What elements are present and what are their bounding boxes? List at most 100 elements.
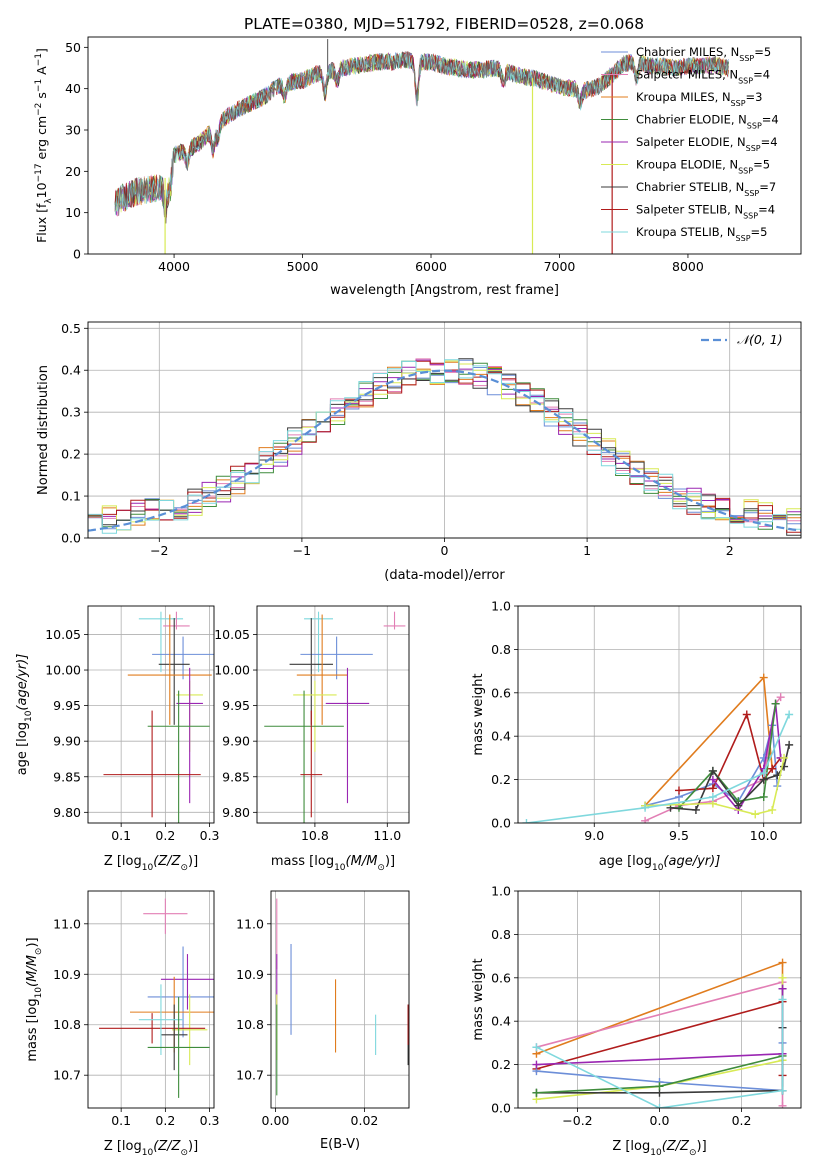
errorbar-point — [296, 614, 348, 725]
weight-marker — [778, 1101, 787, 1108]
y-axis-label: mass weight — [471, 673, 486, 755]
errorbar-point — [383, 611, 406, 630]
legend-label-suffix: =4 — [758, 203, 775, 217]
x-tick-label: 4000 — [158, 259, 190, 274]
x-axis-label: age [log10(age/yr)] — [599, 854, 721, 873]
x-axis-label-part: )] — [697, 1139, 707, 1154]
weight-line — [536, 999, 784, 1108]
legend-label: 𝒩(0, 1) — [737, 332, 783, 347]
legend-label-sub: SSP — [738, 166, 753, 175]
ylabel-part: −17 — [34, 163, 44, 182]
y-tick-label: 20 — [65, 164, 81, 179]
axes-frame — [517, 890, 802, 1109]
weight-marker — [691, 805, 700, 814]
y-tick-label: 10.8 — [53, 1017, 81, 1032]
plot-area-residual-histogram — [88, 358, 801, 538]
errorbar-point — [304, 611, 333, 673]
legend-label-sub: SSP — [739, 54, 754, 63]
x-tick-label: 10.0 — [750, 828, 778, 843]
weight-marker — [522, 819, 531, 823]
legend-label-suffix: =3 — [746, 90, 763, 104]
x-axis-label-part: (M/M — [346, 854, 378, 869]
axes-frame — [87, 321, 802, 539]
panel-weight-vs-age: 9.0 9.5 10.0 0.0 0.2 0.4 0.6 0.8 1.0 age [log10(a… — [471, 599, 802, 873]
x-axis-label: E(B-V) — [320, 1137, 360, 1152]
legend-label-text: Salpeter STELIB, N — [636, 203, 743, 217]
weight-marker — [778, 995, 787, 1004]
legend-label: Kroupa STELIB, NSSP=5 — [636, 225, 767, 243]
x-tick-label: 0.2 — [732, 1113, 752, 1128]
weight-marker — [641, 816, 650, 823]
x-tick-label: 0.1 — [111, 1113, 131, 1128]
y-tick-label: 0 — [73, 247, 81, 262]
legend-entry: Salpeter ELODIE, NSSP=4 — [601, 135, 778, 153]
y-tick-label: 0.0 — [491, 816, 511, 831]
legend-label-suffix: =4 — [753, 68, 770, 82]
plot-area-mass-vs-Z — [99, 898, 214, 1098]
legend-label: Salpeter ELODIE, NSSP=4 — [636, 135, 778, 153]
panel-residual-histogram: −2 −1 0 1 2 0.0 0.1 0.2 0.3 0.4 0.5 𝒩(0, 1) (data-mo… — [36, 321, 802, 583]
x-axis-label: Z [log10(Z/Z⊙)] — [612, 1139, 706, 1158]
plot-area-mass-vs-ebv — [276, 898, 409, 1096]
x-tick-label: 9.5 — [669, 828, 689, 843]
x-tick-label: −1 — [293, 543, 311, 558]
y-axis-label: Normed distribution — [36, 365, 51, 495]
y-tick-label: 0.2 — [491, 772, 511, 787]
plot-area-weight-vs-Z — [532, 958, 787, 1108]
axes-frame — [87, 890, 215, 1109]
y-tick-label: 10.7 — [53, 1068, 81, 1083]
x-tick-label: 0.02 — [351, 1113, 379, 1128]
y-tick-label: 10.8 — [236, 1017, 264, 1032]
y-tick-label: 10.05 — [214, 627, 250, 642]
y-axis-label-part: )] — [25, 937, 40, 947]
errorbar-point — [163, 611, 190, 630]
legend-label-sub: SSP — [746, 144, 761, 153]
legend-label-sub: SSP — [738, 76, 753, 85]
errorbar-point — [103, 710, 201, 818]
ylabel-part: −1 — [34, 53, 44, 66]
weight-line — [644, 725, 779, 807]
y-tick-label: 9.80 — [222, 805, 250, 820]
weight-marker — [655, 1082, 664, 1091]
errorbar-point — [160, 1004, 188, 1071]
legend-entry: Chabrier ELODIE, NSSP=4 — [601, 113, 779, 130]
legend-label-sub: SSP — [743, 211, 758, 220]
legend-label-suffix: =4 — [761, 135, 778, 149]
errorbar-point — [143, 898, 188, 934]
errorbar-point — [147, 690, 210, 823]
legend-label: Kroupa MILES, NSSP=3 — [636, 90, 762, 108]
errorbar-point — [176, 667, 203, 804]
x-axis-label-part: age [log — [599, 854, 652, 869]
y-tick-label: 0.5 — [61, 321, 81, 336]
legend-label-suffix: =7 — [759, 180, 776, 194]
x-tick-label: 7000 — [544, 259, 576, 274]
x-axis-label: wavelength [Angstrom, rest frame] — [330, 283, 559, 298]
legend-label-suffix: =5 — [754, 45, 771, 59]
panel-age-vs-mass: 10.8 11.0 9.80 9.85 9.90 9.95 10.00 10.05 mass [… — [214, 605, 410, 873]
x-axis-label-part: 10 — [142, 1148, 154, 1158]
x-tick-label: 1 — [583, 543, 591, 558]
errorbar-point — [160, 954, 214, 1010]
errorbar-point — [138, 984, 184, 1056]
legend-label-sub: SSP — [744, 189, 759, 198]
x-axis-label-part: (Z/Z — [153, 1139, 181, 1154]
figure-title: PLATE=0380, MJD=51792, FIBERID=0528, z=0… — [244, 15, 644, 33]
y-tick-label: 11.0 — [236, 916, 264, 931]
y-tick-label: 0.4 — [491, 1014, 511, 1029]
weight-marker — [778, 958, 787, 967]
weight-marker — [532, 1060, 541, 1069]
weight-series — [532, 995, 787, 1108]
y-tick-label: 0.1 — [61, 489, 81, 504]
legend-label: Salpeter MILES, NSSP=4 — [636, 68, 770, 86]
legend-label: Chabrier MILES, NSSP=5 — [636, 45, 771, 63]
ylabel-part: A — [34, 66, 49, 79]
y-tick-label: 0.2 — [491, 1057, 511, 1072]
panel-spectrum: 4000 5000 6000 7000 8000 0 10 20 30 40 50 Chabrier … — [34, 36, 802, 298]
x-axis-label-part: 10 — [652, 863, 664, 873]
legend-entry: Kroupa STELIB, NSSP=5 — [601, 225, 767, 243]
x-tick-label: 0 — [441, 543, 449, 558]
legend-label-text: Chabrier MILES, N — [636, 45, 739, 59]
legend-label-text: Kroupa STELIB, N — [636, 225, 736, 239]
y-axis-label-part: ⊙ — [34, 948, 44, 956]
